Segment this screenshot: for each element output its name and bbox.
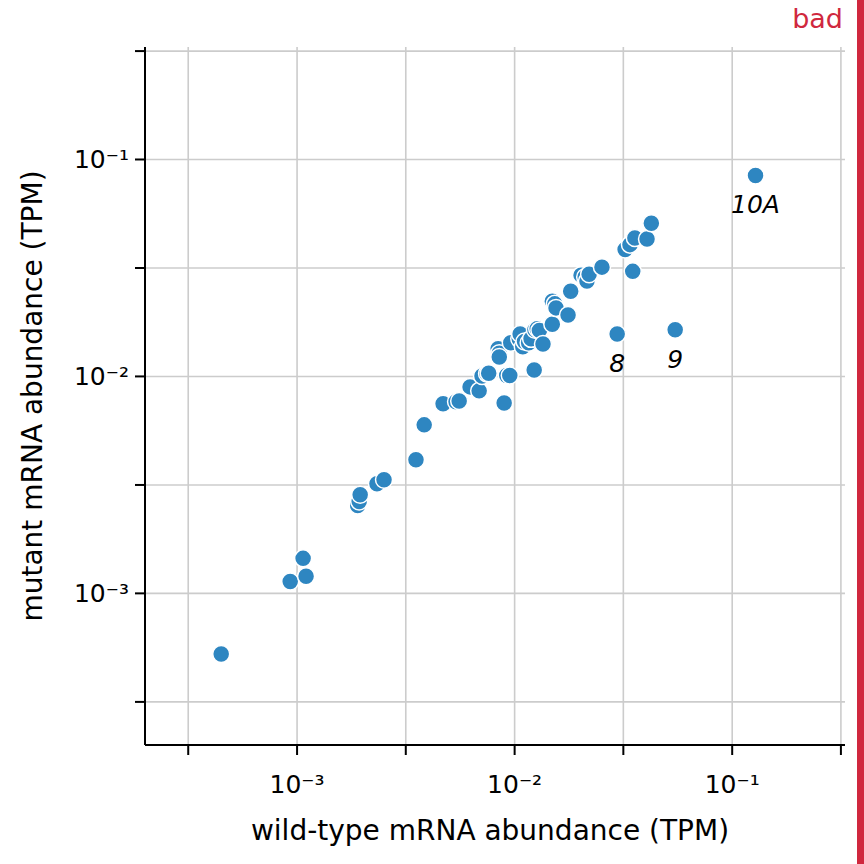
point [534, 336, 551, 353]
x-grid-line [187, 47, 189, 745]
y-tick-label: 10⁻¹ [74, 145, 129, 174]
x-grid-line [514, 47, 516, 745]
background [0, 0, 864, 864]
y-grid-line [145, 50, 845, 52]
x-tick [731, 745, 733, 755]
axes: 10⁻³ 10⁻² 10⁻¹ 10⁻³ 10⁻² 10⁻¹ [74, 47, 845, 799]
badge-bar [857, 0, 864, 864]
point [639, 231, 656, 248]
point [560, 306, 577, 323]
x-tick [296, 745, 298, 755]
badge: bad [792, 3, 843, 34]
x-grid-line [840, 47, 842, 745]
x-grid-line [623, 47, 625, 745]
y-grid-line [145, 484, 845, 486]
y-axis-title: mutant mRNA abundance (TPM) [16, 170, 49, 621]
x-tick-label: 10⁻¹ [705, 770, 760, 799]
y-grid-line [145, 593, 845, 595]
point [471, 382, 488, 399]
points [213, 167, 764, 663]
point [352, 486, 369, 503]
point [526, 362, 543, 379]
y-grid-line [145, 267, 845, 269]
point [562, 283, 579, 300]
point [298, 568, 315, 585]
y-tick [135, 484, 145, 486]
annotation: 10A [731, 190, 780, 219]
x-tick-label: 10⁻³ [270, 770, 325, 799]
point [213, 646, 230, 663]
y-axis-line [144, 47, 146, 745]
point [496, 394, 513, 411]
y-tick [135, 158, 145, 160]
point [544, 316, 561, 333]
y-grid-line [145, 159, 845, 161]
point [643, 215, 660, 232]
y-tick [135, 50, 145, 52]
y-tick-label: 10⁻² [74, 362, 129, 391]
point [480, 365, 497, 382]
x-axis-line [145, 744, 845, 746]
x-tick [405, 745, 407, 755]
x-axis-title: wild-type mRNA abundance (TPM) [251, 814, 729, 847]
annotation: 9 [667, 345, 683, 374]
point [609, 325, 626, 342]
x-tick [840, 745, 842, 755]
chart: 10⁻³ 10⁻² 10⁻¹ 10⁻³ 10⁻² 10⁻¹ wild-type mRNA a… [0, 0, 864, 864]
annotations: 8 9 10A [609, 190, 780, 377]
grid [145, 47, 845, 745]
point [282, 573, 299, 590]
point [295, 550, 312, 567]
point [451, 393, 468, 410]
y-tick [135, 592, 145, 594]
point [491, 348, 508, 365]
x-tick [622, 745, 624, 755]
annotation: 8 [609, 349, 625, 378]
point [407, 451, 424, 468]
y-tick [135, 267, 145, 269]
x-grid-line [405, 47, 407, 745]
point [416, 416, 433, 433]
point [501, 367, 518, 384]
y-tick [135, 701, 145, 703]
point [376, 471, 393, 488]
x-grid-line [296, 47, 298, 745]
y-grid-line [145, 701, 845, 703]
point [624, 263, 641, 280]
y-tick [135, 375, 145, 377]
x-grid-line [731, 47, 733, 745]
x-tick [187, 745, 189, 755]
point [747, 167, 764, 184]
point [593, 259, 610, 276]
y-tick-label: 10⁻³ [74, 579, 129, 608]
x-tick-label: 10⁻² [487, 770, 542, 799]
point [667, 321, 684, 338]
x-tick [514, 745, 516, 755]
